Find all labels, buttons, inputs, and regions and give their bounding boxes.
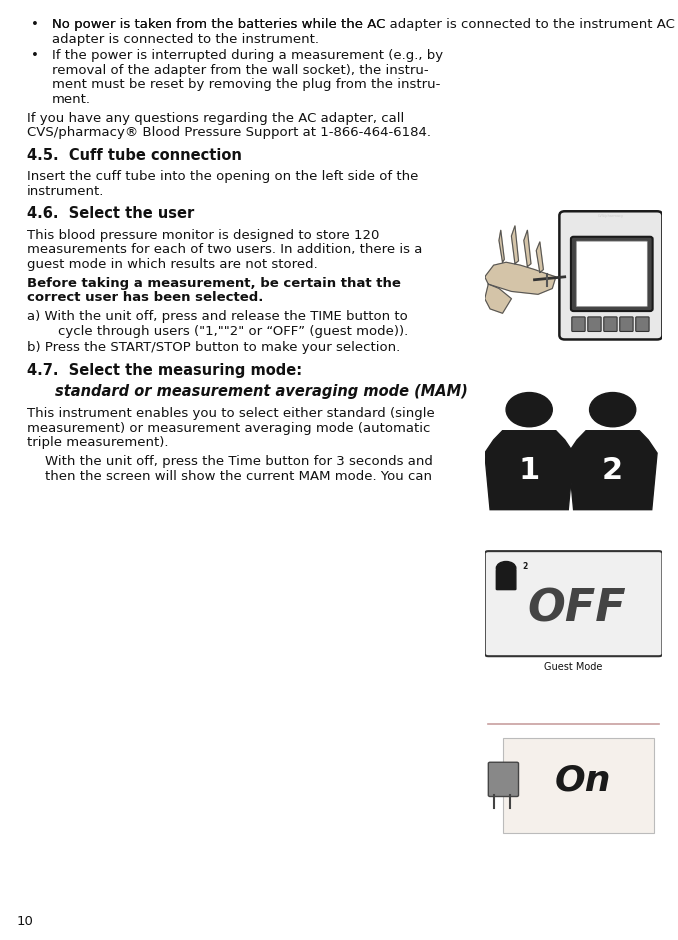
Text: adapter is connected to the instrument.: adapter is connected to the instrument. bbox=[52, 33, 319, 45]
FancyBboxPatch shape bbox=[502, 738, 654, 833]
Polygon shape bbox=[536, 242, 543, 273]
FancyBboxPatch shape bbox=[496, 570, 516, 589]
FancyBboxPatch shape bbox=[620, 317, 633, 332]
Text: standard or measurement averaging mode (MAM): standard or measurement averaging mode (… bbox=[55, 384, 468, 400]
Text: No power is taken from the batteries while the AC adapter is connected to the in: No power is taken from the batteries whi… bbox=[52, 18, 675, 31]
FancyBboxPatch shape bbox=[636, 317, 649, 332]
Text: •: • bbox=[31, 49, 39, 62]
FancyBboxPatch shape bbox=[485, 551, 662, 656]
Text: If you have any questions regarding the AC adapter, call: If you have any questions regarding the … bbox=[27, 112, 404, 124]
Text: 10: 10 bbox=[17, 915, 34, 928]
Text: triple measurement).: triple measurement). bbox=[27, 436, 169, 449]
Text: On: On bbox=[554, 763, 611, 797]
Text: 4.6.  Select the user: 4.6. Select the user bbox=[27, 207, 195, 222]
Polygon shape bbox=[485, 262, 556, 294]
Text: Guest Mode: Guest Mode bbox=[544, 663, 603, 672]
Text: measurements for each of two users. In addition, there is a: measurements for each of two users. In a… bbox=[27, 243, 422, 257]
Polygon shape bbox=[485, 284, 511, 313]
Text: instrument.: instrument. bbox=[27, 185, 104, 197]
FancyBboxPatch shape bbox=[588, 317, 601, 332]
Circle shape bbox=[496, 561, 516, 575]
Text: Insert the cuff tube into the opening on the left side of the: Insert the cuff tube into the opening on… bbox=[27, 170, 418, 183]
Text: correct user has been selected.: correct user has been selected. bbox=[27, 291, 263, 305]
Text: OFF: OFF bbox=[528, 588, 626, 630]
Polygon shape bbox=[511, 226, 519, 264]
Text: guest mode in which results are not stored.: guest mode in which results are not stor… bbox=[27, 258, 318, 271]
Text: Before taking a measurement, be certain that the: Before taking a measurement, be certain … bbox=[27, 276, 401, 290]
FancyBboxPatch shape bbox=[572, 317, 585, 332]
Text: No power is taken from the batteries while the AC: No power is taken from the batteries whi… bbox=[52, 18, 385, 31]
FancyBboxPatch shape bbox=[488, 762, 519, 796]
Polygon shape bbox=[524, 230, 531, 267]
Text: 2: 2 bbox=[602, 456, 623, 485]
Text: This blood pressure monitor is designed to store 120: This blood pressure monitor is designed … bbox=[27, 229, 380, 242]
Polygon shape bbox=[485, 431, 574, 509]
Text: This instrument enables you to select either standard (single: This instrument enables you to select ei… bbox=[27, 407, 435, 420]
Text: 2: 2 bbox=[522, 562, 527, 572]
Text: b) Press the START/STOP button to make your selection.: b) Press the START/STOP button to make y… bbox=[27, 341, 400, 354]
Text: •: • bbox=[31, 18, 39, 31]
Text: measurement) or measurement averaging mode (automatic: measurement) or measurement averaging mo… bbox=[27, 422, 431, 435]
Text: cycle through users ("1,""2" or “OFF” (guest mode)).: cycle through users ("1,""2" or “OFF” (g… bbox=[41, 324, 408, 337]
Text: 1: 1 bbox=[519, 456, 540, 485]
Polygon shape bbox=[499, 230, 504, 262]
Text: then the screen will show the current MAM mode. You can: then the screen will show the current MA… bbox=[45, 470, 432, 482]
Text: ment.: ment. bbox=[52, 93, 91, 105]
Text: ment must be reset by removing the plug from the instru-: ment must be reset by removing the plug … bbox=[52, 78, 441, 91]
Text: 4.5.  Cuff tube connection: 4.5. Cuff tube connection bbox=[27, 148, 242, 163]
FancyBboxPatch shape bbox=[604, 317, 617, 332]
FancyBboxPatch shape bbox=[559, 212, 662, 339]
Text: With the unit off, press the Time button for 3 seconds and: With the unit off, press the Time button… bbox=[45, 455, 433, 468]
Text: 4.7.  Select the measuring mode:: 4.7. Select the measuring mode: bbox=[27, 363, 302, 378]
Text: CVS/pharmacy® Blood Pressure Support at 1-866-464-6184.: CVS/pharmacy® Blood Pressure Support at … bbox=[27, 126, 431, 139]
Text: a) With the unit off, press and release the TIME button to: a) With the unit off, press and release … bbox=[27, 310, 407, 323]
Circle shape bbox=[506, 393, 553, 427]
FancyBboxPatch shape bbox=[576, 242, 647, 306]
Text: If the power is interrupted during a measurement (e.g., by: If the power is interrupted during a mea… bbox=[52, 49, 443, 62]
FancyBboxPatch shape bbox=[571, 237, 653, 311]
Text: removal of the adapter from the wall socket), the instru-: removal of the adapter from the wall soc… bbox=[52, 64, 428, 77]
Circle shape bbox=[590, 393, 636, 427]
Polygon shape bbox=[568, 431, 657, 509]
Text: CVS/pharmacy: CVS/pharmacy bbox=[598, 213, 624, 218]
